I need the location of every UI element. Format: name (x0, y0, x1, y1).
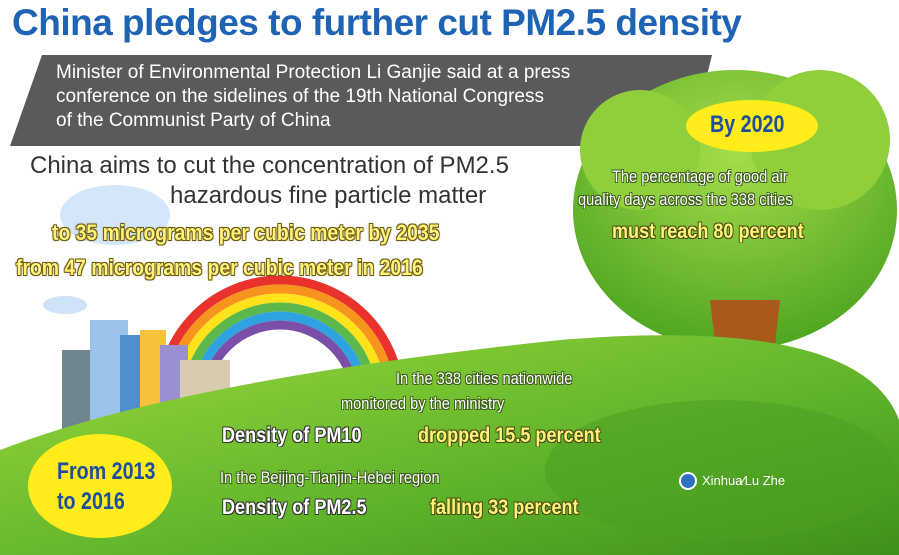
banner-line: conference on the sidelines of the 19th … (56, 86, 544, 107)
aim-baseline: from 47 micrograms per cubic meter in 20… (16, 255, 423, 280)
cloud (60, 185, 170, 245)
badge-2013-line: From 2013 (57, 458, 156, 485)
goal-highlight: must reach 80 percent (612, 220, 804, 243)
badge-2020: By 2020 (710, 111, 785, 138)
cloud-small (43, 296, 87, 314)
badge-2013-line: to 2016 (57, 488, 125, 515)
banner-line: Minister of Environmental Protection Li … (56, 62, 571, 83)
pm10-label: Density of PM10 (222, 424, 362, 447)
nationwide-line: In the 338 cities nationwide (396, 369, 573, 388)
banner-line: of the Communist Party of China (56, 110, 331, 131)
credit: Xinhua∕Lu Zhe (702, 473, 786, 488)
pm10-value: dropped 15.5 percent (418, 424, 601, 447)
badge-2013-shape (28, 434, 172, 538)
aim-line: hazardous fine particle matter (170, 182, 487, 209)
goal-line: quality days across the 338 cities (578, 190, 793, 209)
nationwide-line: monitored by the ministry (341, 394, 505, 413)
aim-line: China aims to cut the concentration of P… (30, 152, 509, 179)
badge-2020-shape (686, 100, 818, 152)
banner-shape (10, 55, 712, 146)
xinhua-logo-icon (679, 472, 697, 490)
aim-target: to 35 micrograms per cubic meter by 2035 (52, 220, 440, 245)
pm25-value: falling 33 percent (430, 496, 579, 519)
goal-line: The percentage of good air (612, 167, 788, 186)
pm25-label: Density of PM2.5 (222, 496, 367, 519)
page-title: China pledges to further cut PM2.5 densi… (12, 2, 742, 43)
region-line: In the Beijing-Tianjin-Hebei region (220, 468, 440, 487)
